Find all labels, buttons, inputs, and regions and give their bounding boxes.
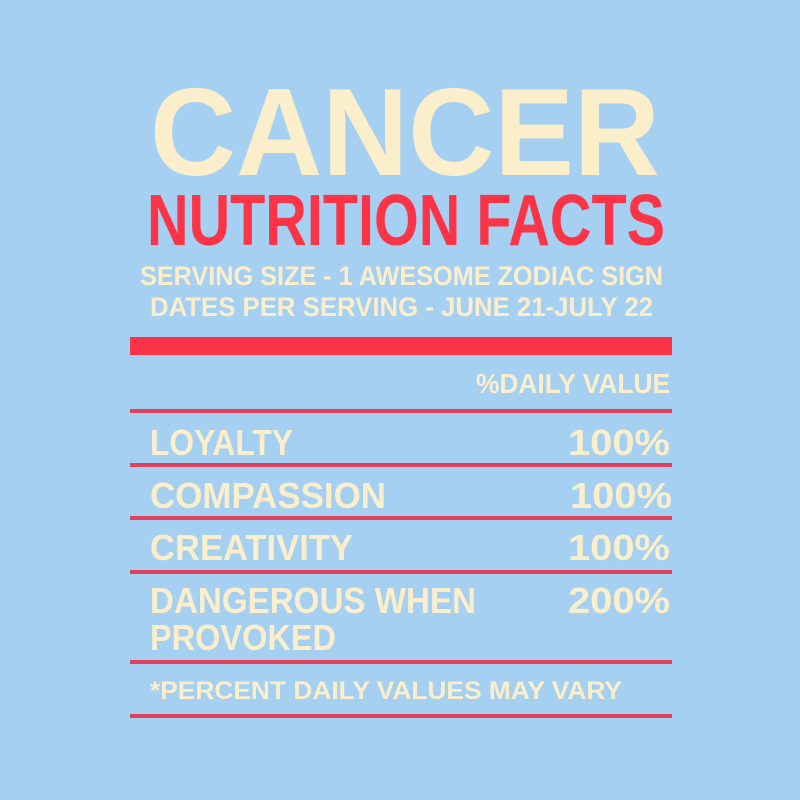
divider — [130, 570, 672, 574]
dates-per-serving: DATES PER SERVING - JUNE 21-JULY 22 — [150, 292, 653, 322]
row-label: LOYALTY — [150, 422, 293, 463]
divider — [130, 516, 672, 520]
divider — [130, 409, 672, 413]
row-value: 100% — [568, 527, 670, 568]
daily-value-header: %DAILY VALUE — [476, 368, 670, 399]
row-value: 100% — [570, 475, 672, 516]
divider — [130, 660, 672, 664]
row-label-line2: PROVOKED — [150, 617, 336, 658]
thick-divider — [130, 337, 672, 355]
row-value: 200% — [568, 580, 670, 621]
row-label-line1: DANGEROUS WHEN — [150, 580, 476, 621]
row-label: COMPASSION — [150, 475, 386, 516]
row-label: CREATIVITY — [150, 527, 353, 568]
serving-size: SERVING SIZE - 1 AWESOME ZODIAC SIGN — [140, 261, 663, 291]
divider — [130, 463, 672, 467]
title: CANCER — [150, 64, 660, 202]
row-value: 100% — [568, 422, 670, 463]
divider — [130, 714, 672, 718]
footnote: *PERCENT DAILY VALUES MAY VARY — [150, 677, 622, 705]
subtitle: NUTRITION FACTS — [147, 181, 665, 261]
